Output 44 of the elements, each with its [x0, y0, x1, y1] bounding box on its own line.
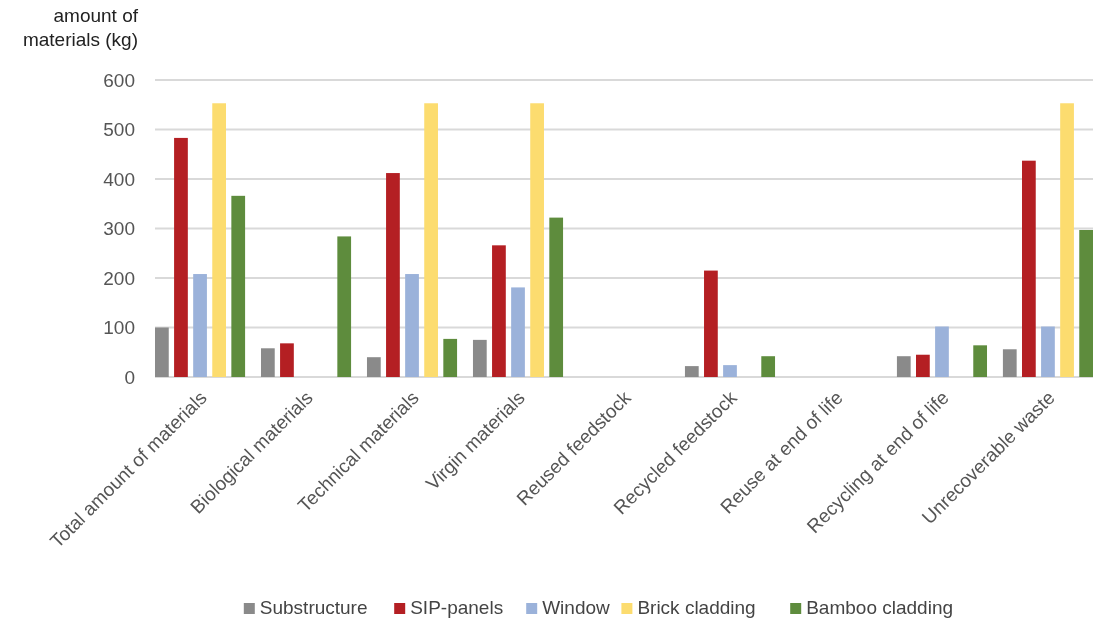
y-tick-label: 600 [103, 69, 135, 91]
y-tick-label: 400 [103, 168, 135, 190]
bar [443, 338, 458, 377]
bar [704, 270, 718, 377]
bar [973, 345, 988, 377]
bar [1060, 103, 1074, 377]
bar [405, 274, 419, 377]
legend-label: Brick cladding [637, 597, 756, 618]
y-tick-label: 100 [103, 317, 135, 339]
bar [1002, 349, 1017, 377]
legend-label: Window [542, 597, 611, 618]
bar [231, 195, 246, 377]
legend-label: SIP-panels [410, 597, 504, 618]
bar [260, 348, 275, 377]
bar [511, 287, 525, 377]
bar [155, 327, 169, 377]
bar [337, 236, 352, 377]
bar [366, 357, 381, 377]
bar [424, 103, 438, 377]
bar [723, 365, 737, 377]
bar [530, 103, 544, 377]
bar [280, 343, 294, 377]
bar [1041, 326, 1055, 377]
bar [212, 103, 226, 377]
y-tick-label: 500 [103, 119, 135, 141]
y-tick-label: 0 [124, 366, 135, 388]
bar [472, 339, 487, 377]
bar [761, 356, 776, 377]
legend-label: Bamboo cladding [806, 597, 954, 618]
y-tick-label: 300 [103, 218, 135, 240]
bar [193, 274, 207, 377]
bar [1022, 160, 1036, 377]
bar [549, 217, 564, 377]
y-tick-label: 200 [103, 267, 135, 289]
bar [684, 366, 699, 377]
bar [916, 354, 930, 377]
legend-label: Substructure [259, 597, 368, 618]
bar [492, 245, 506, 377]
bar [174, 137, 188, 377]
bar [1079, 229, 1093, 377]
bar [935, 326, 949, 377]
bar [896, 356, 911, 377]
bar [386, 173, 400, 377]
y-axis-title: amount of materials (kg) [22, 5, 139, 50]
